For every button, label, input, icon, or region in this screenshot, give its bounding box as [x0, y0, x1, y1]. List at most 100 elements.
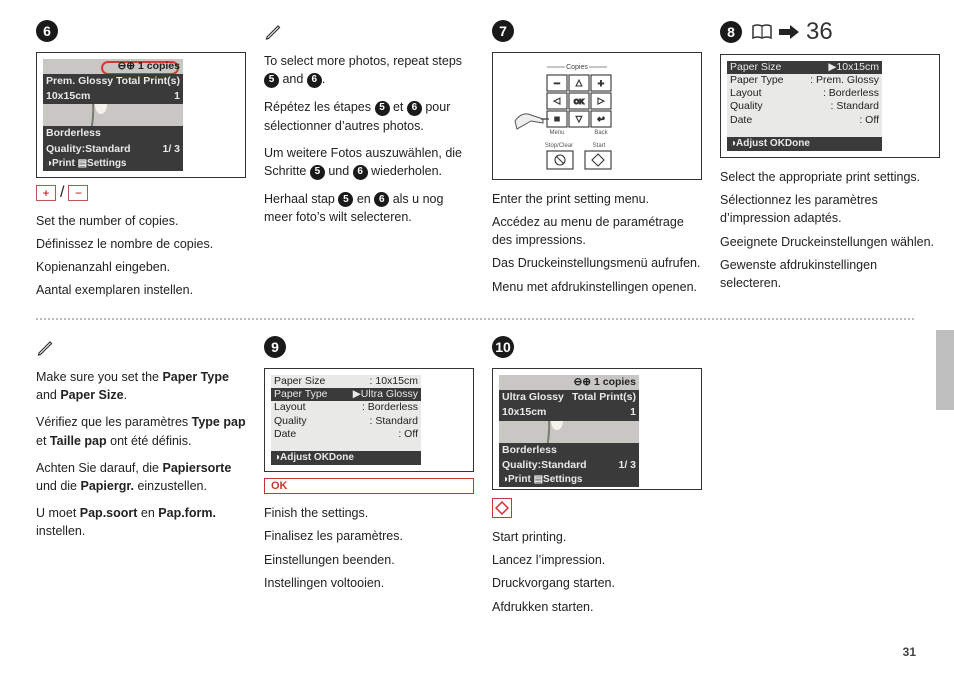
s6-l2r: 1 [174, 90, 180, 103]
s10-c0: Start printing. [492, 528, 702, 546]
s6-l1r: Total Print(s) [116, 75, 180, 88]
step6-screen-frame: ⊖⊕ 1 copies Prem. GlossyTotal Print(s) 1… [36, 52, 246, 178]
svg-text:Menu: Menu [549, 130, 564, 136]
s10-c3: Afdrukken starten. [492, 598, 702, 616]
s10-l3l: Borderless [502, 444, 557, 457]
nb-nl-c: en [137, 506, 158, 520]
nt3a: Herhaal stap [264, 192, 338, 206]
nb-nl-d: Pap.form. [158, 506, 216, 520]
nb-en-d: Paper Size [60, 388, 123, 402]
nb-en-a: Make sure you set the [36, 370, 162, 384]
s10-c2: Druckvorgang starten. [492, 574, 702, 592]
nb-nl-e: instellen. [36, 524, 85, 538]
nt0b: 5 [264, 73, 279, 88]
s10-l1l: Ultra Glossy [502, 391, 564, 404]
nb-nl-b: Pap.soort [80, 506, 138, 520]
step8-lcd: Paper Size▶10x15cm Paper Type: Prem. Glo… [727, 61, 882, 151]
s6-l4l: Quality:Standard [46, 143, 131, 156]
s10-c1: Lancez l’impression. [492, 551, 702, 569]
nb-de-d: Papiergr. [80, 479, 134, 493]
step10-screen-frame: ⊖⊕ 1 copies Ultra GlossyTotal Print(s) 1… [492, 368, 702, 490]
svg-text:▼: ▼ [574, 114, 584, 125]
step-badge-7: 7 [492, 20, 514, 42]
nb-de-a: Achten Sie darauf, die [36, 461, 162, 475]
ok-button[interactable]: OK [264, 478, 474, 494]
note-top-text: To select more photos, repeat steps 5 an… [264, 52, 474, 236]
svg-text:▲: ▲ [574, 78, 584, 89]
step6-captions: Set the number of copies. Définissez le … [36, 212, 246, 305]
s9-c2: Einstellungen beenden. [264, 551, 474, 569]
step-7: 7 Copies − ▲ + ◄ OK ► ≡ ▼ ↩ [492, 18, 702, 304]
step8-screen-frame: Paper Size▶10x15cm Paper Type: Prem. Glo… [720, 54, 940, 158]
divider-dots [36, 318, 914, 320]
s8foot: ◑Adjust OKDone [727, 137, 882, 152]
step7-panel-frame: Copies − ▲ + ◄ OK ► ≡ ▼ ↩ Menu Back [492, 52, 702, 180]
step-badge-10: 10 [492, 336, 514, 358]
page-number: 31 [903, 645, 916, 659]
s9r5l: Date [274, 428, 296, 441]
nt3c: en [353, 192, 374, 206]
minus-button[interactable]: − [68, 185, 88, 201]
nb-fr-d: Taille pap [50, 434, 107, 448]
s6-c1: Définissez le nombre de copies. [36, 235, 246, 253]
step9-screen-frame: Paper Size: 10x15cm Paper Type▶Ultra Glo… [264, 368, 474, 472]
svg-text:◄: ◄ [552, 96, 562, 107]
nb-fr-a: Vérifiez que les paramètres [36, 415, 192, 429]
s8r2l: Paper Type [730, 74, 784, 87]
nb-nl-a: U moet [36, 506, 80, 520]
note-bottom: Make sure you set the Paper Type and Pap… [36, 334, 246, 621]
svg-text:OK: OK [574, 99, 585, 106]
s9-c1: Finalisez les paramètres. [264, 527, 474, 545]
svg-text:−: − [554, 78, 560, 90]
plus-button[interactable]: + [36, 185, 56, 201]
s8r3l: Layout [730, 87, 762, 100]
step-8: 8 36 Paper Size▶10x15cm Paper Type: Prem… [720, 18, 940, 304]
step10-captions: Start printing. Lancez l’impression. Dru… [492, 528, 702, 621]
nb-de-e: einzustellen. [134, 479, 207, 493]
control-panel-diagram: Copies − ▲ + ◄ OK ► ≡ ▼ ↩ Menu Back [497, 57, 657, 175]
step6-lcd: ⊖⊕ 1 copies Prem. GlossyTotal Print(s) 1… [43, 59, 183, 167]
nb-en-e: . [124, 388, 127, 402]
s8r3r: : Borderless [823, 87, 879, 100]
nt2d: 6 [353, 165, 368, 180]
s6-c3: Aantal exemplaren instellen. [36, 281, 246, 299]
start-button[interactable] [492, 498, 512, 518]
nt3d: 6 [374, 192, 389, 207]
nt2c: und [325, 164, 353, 178]
svg-text:Start: Start [593, 143, 606, 149]
step-10: 10 ⊖⊕ 1 copies Ultra GlossyTotal Print(s… [492, 334, 702, 621]
nb-de-b: Papiersorte [162, 461, 231, 475]
nt1c: et [390, 100, 407, 114]
svg-text:Stop/Clear: Stop/Clear [545, 143, 573, 149]
pencil-icon [36, 336, 54, 358]
note-top: To select more photos, repeat steps 5 an… [264, 18, 474, 304]
s8r4l: Quality [730, 100, 763, 113]
s10-l2r: 1 [630, 406, 636, 419]
xref-page: 36 [806, 18, 833, 46]
step-badge-6: 6 [36, 20, 58, 42]
s9-c3: Instellingen voltooien. [264, 574, 474, 592]
step9-lcd: Paper Size: 10x15cm Paper Type▶Ultra Glo… [271, 375, 421, 465]
s10-l1r: Total Print(s) [572, 391, 636, 404]
s10-l2l: 10x15cm [502, 406, 546, 419]
pencil-icon [264, 20, 282, 42]
s8-c0: Select the appropriate print settings. [720, 168, 940, 186]
s8r4r: : Standard [831, 100, 879, 113]
s9r2l: Paper Type [274, 388, 328, 401]
plus-minus-controls: + / − [36, 184, 246, 202]
s6-l1l: Prem. Glossy [46, 75, 113, 88]
diamond-icon [495, 501, 509, 515]
step-9: 9 Paper Size: 10x15cm Paper Type▶Ultra G… [264, 334, 474, 621]
step-6: 6 ⊖⊕ 1 copies Prem. GlossyTotal Print(s)… [36, 18, 246, 304]
s9r3r: : Borderless [362, 401, 418, 414]
s9r2r: ▶Ultra Glossy [353, 388, 418, 401]
step9-captions: Finish the settings. Finalisez les param… [264, 504, 474, 597]
nt3b: 5 [338, 192, 353, 207]
s10-l4l: Quality:Standard [502, 459, 587, 472]
step-badge-9: 9 [264, 336, 286, 358]
s6-foot: ◑Print ▤Settings [43, 157, 183, 172]
s9foot: ◑Adjust OKDone [271, 451, 421, 466]
s7-c3: Menu met afdrukinstellingen openen. [492, 278, 702, 296]
copies-indicator: ⊖⊕ 1 copies [117, 60, 180, 73]
s8-c1: Sélectionnez les paramètres d’impression… [720, 191, 940, 227]
